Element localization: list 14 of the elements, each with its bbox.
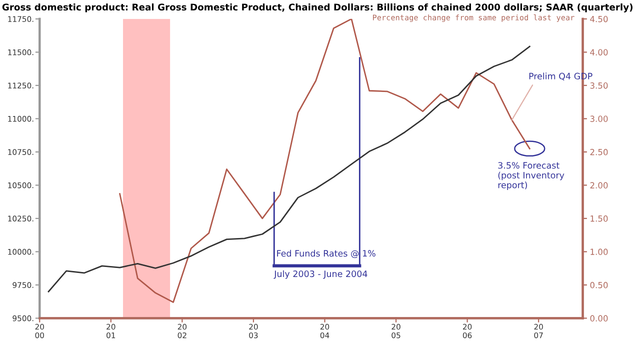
ref-line-label: July 2003 - June 2004 [274,270,368,279]
y2-tick-label: 4.00 [590,49,608,56]
y2-tick-label: 1.50 [590,215,608,222]
y2-tick-label: 0.50 [590,282,608,288]
y2-tick-label: 3.50 [590,82,608,89]
y2-tick-label: 2.50 [590,148,608,156]
y2-tick-label: 1.00 [590,248,608,255]
y2-tick-label: 0.00 [590,315,608,322]
y2-tick-label: 4.50 [590,16,608,22]
y2-tick-label: 3.00 [590,116,608,122]
chart-title: Gross domestic product: Real Gross Domestic Product, Chained Dollars: Billions of chained 2000 dollars; SAAR (quarterly) [2,3,632,12]
y2-tick-label: 2.00 [590,182,608,188]
ref-line-label: Fed Funds Rates @ 1% [277,250,376,258]
annotation: 3.5% Forecast (post Inventory report) [498,162,564,190]
